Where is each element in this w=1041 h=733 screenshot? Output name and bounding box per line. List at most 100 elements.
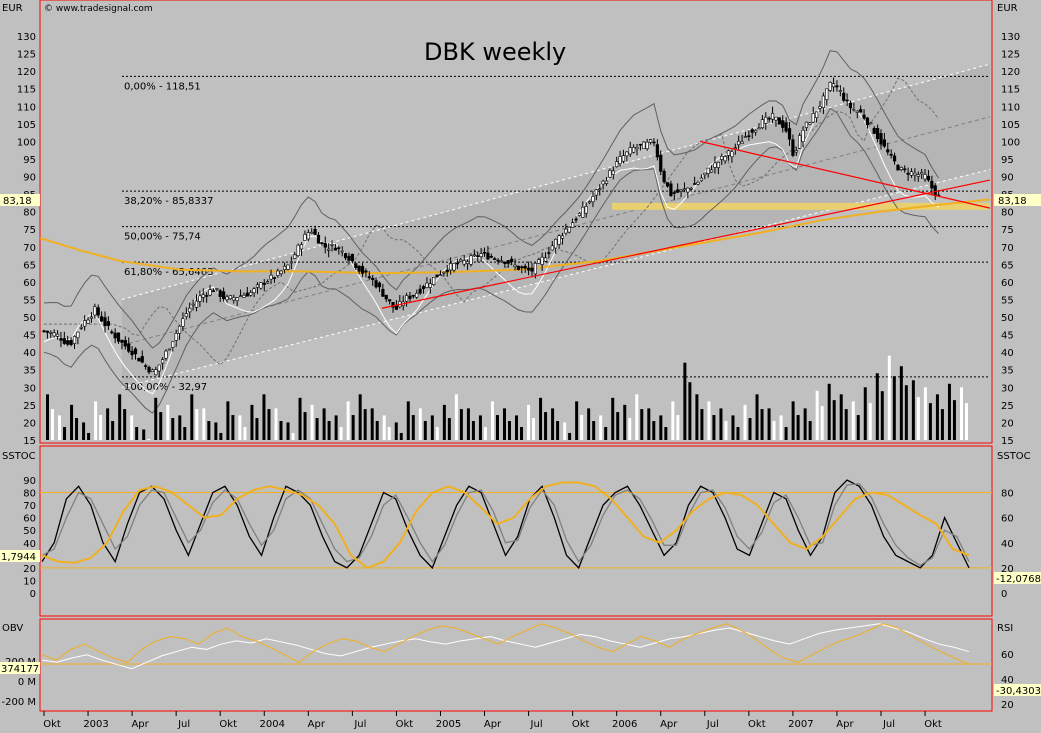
obv-tick-left: 0 M xyxy=(18,677,36,688)
rsi-tick-right: 60 xyxy=(1001,650,1014,661)
candle-body xyxy=(222,291,226,300)
price-tick-right: 45 xyxy=(1001,331,1014,342)
volume-bar xyxy=(442,404,446,440)
regression-channel xyxy=(122,64,990,388)
candle-body xyxy=(449,263,453,271)
volume-bar xyxy=(63,427,67,440)
candle-body xyxy=(665,182,670,187)
volume-bar xyxy=(796,415,800,440)
volume-bar xyxy=(315,418,319,440)
volume-bar xyxy=(527,404,531,440)
volume-bar xyxy=(111,421,115,440)
sstoc-tick-left: 40 xyxy=(23,539,36,550)
candle-body xyxy=(421,286,426,289)
candle-body xyxy=(604,180,609,184)
volume-bar xyxy=(46,394,49,440)
volume-bar xyxy=(839,394,843,440)
candle-body xyxy=(815,111,819,118)
candle-body xyxy=(249,292,253,296)
candle-body xyxy=(672,192,676,194)
candle-body xyxy=(801,129,805,142)
x-tick-label: Jul xyxy=(177,719,190,730)
volume-bar xyxy=(94,401,98,440)
volume-bar xyxy=(255,418,259,440)
volume-bar xyxy=(363,409,367,440)
volume-bar xyxy=(880,391,884,440)
candle-body xyxy=(648,139,653,143)
fib-label-3: 61,80% - 65,6463 xyxy=(124,267,213,278)
candle-body xyxy=(787,128,792,140)
candle-body xyxy=(110,331,114,334)
x-tick-label: Okt xyxy=(572,719,590,730)
candle-body xyxy=(245,292,249,297)
sstoc-tick-left: 60 xyxy=(23,514,36,525)
sstoc-layer xyxy=(40,479,992,570)
candle-body xyxy=(594,189,598,196)
candle-body xyxy=(513,264,517,267)
volume-bar xyxy=(935,394,939,440)
candle-body xyxy=(506,260,510,264)
candle-body xyxy=(676,189,680,193)
candle-body xyxy=(726,150,731,156)
candle-body xyxy=(306,232,310,240)
candle-body xyxy=(333,247,338,251)
volume-bar xyxy=(532,418,536,440)
price-layer: 0,00% - 118,51 38,20% - 85,8337 50,00% - 7… xyxy=(39,50,991,414)
price-tick-left: 20 xyxy=(23,418,36,429)
volume-bar xyxy=(250,404,254,440)
sstoc-series-2 xyxy=(41,481,970,570)
candle-body xyxy=(72,336,77,344)
sstoc-tick-left: 20 xyxy=(23,564,36,575)
candle-body xyxy=(869,122,873,125)
candle-body xyxy=(201,294,205,298)
candle-body xyxy=(699,177,704,181)
candle-body xyxy=(865,117,870,126)
volume-bar xyxy=(159,412,163,440)
sstoc-panel xyxy=(39,445,993,617)
volume-bar xyxy=(58,415,62,440)
candle-body xyxy=(228,295,232,300)
volume-bar xyxy=(671,401,675,440)
candle-body xyxy=(625,151,629,157)
x-tick-label: 2004 xyxy=(260,719,285,730)
volume-bar xyxy=(544,412,548,440)
obv-badge-left: 374177 xyxy=(1,664,39,675)
volume-bar xyxy=(724,421,728,440)
candle-body xyxy=(286,264,290,270)
candle-body xyxy=(862,114,866,119)
candle-body xyxy=(845,99,849,102)
candle-body xyxy=(743,136,748,138)
candle-body xyxy=(716,161,720,168)
candle-body xyxy=(686,187,690,193)
volume-bar xyxy=(736,427,740,440)
candle-body xyxy=(238,295,243,298)
price-tick-right: 125 xyxy=(1001,50,1020,61)
candle-body xyxy=(89,316,94,319)
volume-bar xyxy=(748,418,752,440)
candle-body xyxy=(86,319,90,324)
candle-body xyxy=(713,162,717,168)
candle-body xyxy=(930,180,934,189)
price-tick-left: 50 xyxy=(23,313,36,324)
volume-bar xyxy=(820,406,824,440)
candle-body xyxy=(611,170,615,175)
price-badge-left-bg xyxy=(0,194,40,206)
candle-body xyxy=(218,290,222,298)
volume-bar xyxy=(580,415,584,440)
sstoc-tick-right: 80 xyxy=(1001,489,1014,500)
volume-bar xyxy=(923,387,927,440)
volume-bar xyxy=(334,415,338,440)
candle-body xyxy=(632,147,636,153)
candle-body xyxy=(584,206,588,214)
volume-bar xyxy=(815,390,819,440)
candle-body xyxy=(120,339,124,343)
price-badge-right: 83,18 xyxy=(998,196,1027,207)
candle-body xyxy=(445,269,449,273)
volume-bar xyxy=(784,427,788,440)
trend-resistance-line xyxy=(699,140,991,209)
price-tick-right: 90 xyxy=(1001,173,1014,184)
volume-bar xyxy=(539,397,543,440)
candle-body xyxy=(679,189,683,192)
volume-bar xyxy=(171,418,175,440)
volume-bar xyxy=(599,415,603,440)
